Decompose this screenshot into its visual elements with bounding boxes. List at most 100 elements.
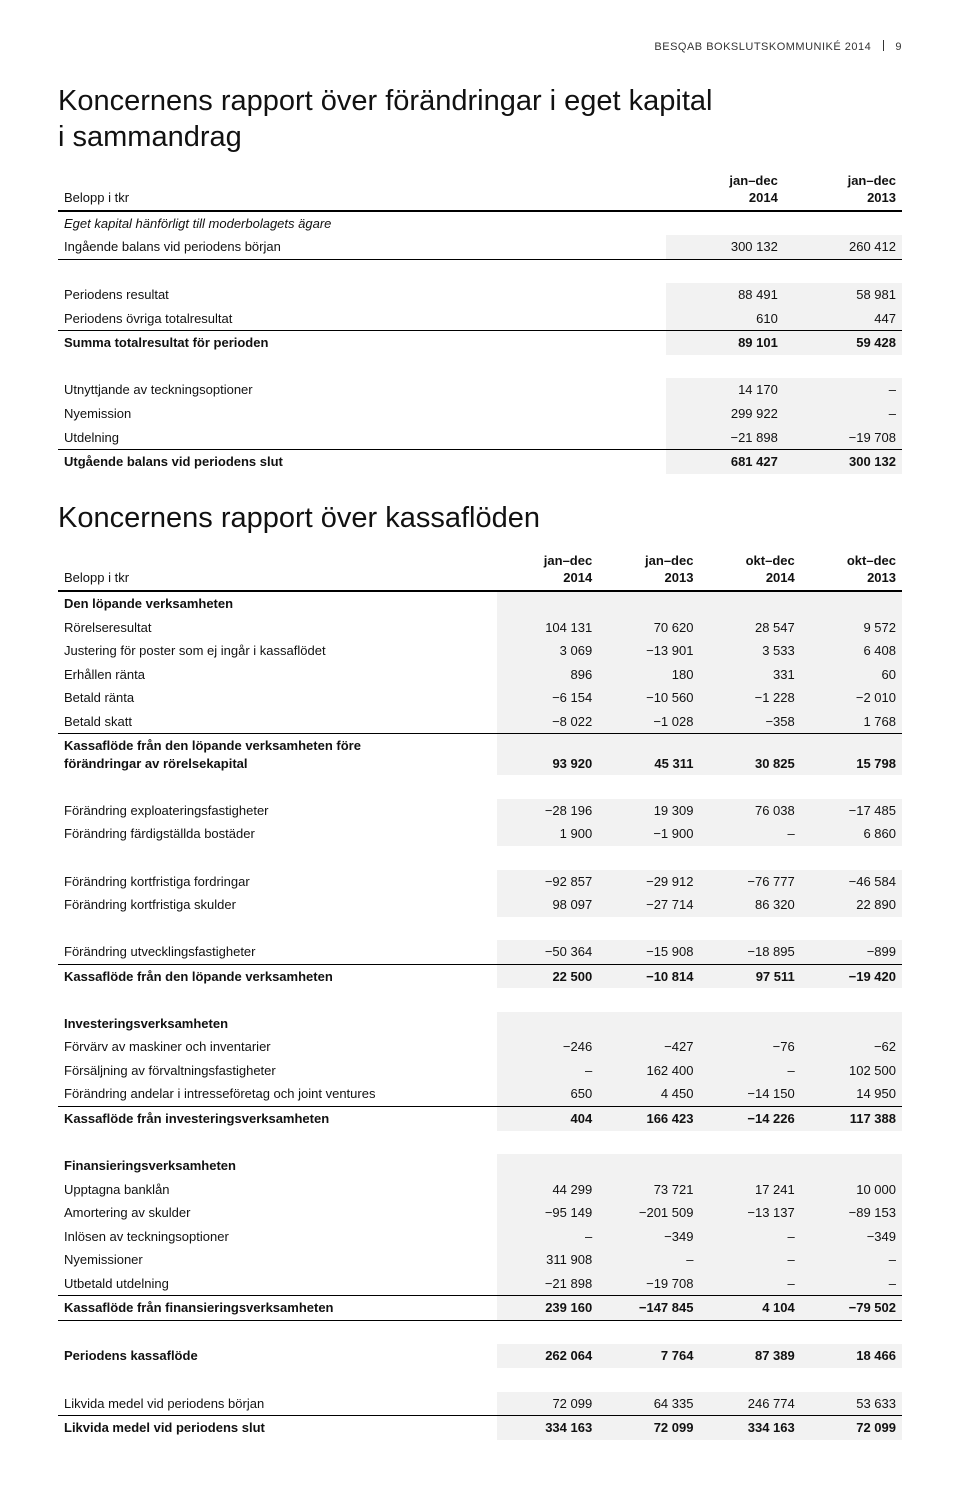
cell-value: 180	[598, 663, 699, 687]
col-header: jan–dec2013	[784, 162, 902, 211]
table-row: Inlösen av teckningsoptioner–−349–−349	[58, 1225, 902, 1249]
cell-value: −246	[497, 1035, 598, 1059]
row-label: Utgående balans vid periodens slut	[58, 450, 666, 474]
table-row: Utnyttjande av teckningsoptioner14 170–	[58, 378, 902, 402]
cell-value: 86 320	[699, 893, 800, 917]
table-row: Förändring kortfristiga fordringar−92 85…	[58, 870, 902, 894]
col-header: jan–dec2014	[497, 542, 598, 591]
cell-value: −13 901	[598, 639, 699, 663]
row-label: Eget kapital hänförligt till moderbolage…	[58, 211, 666, 236]
cell-value: 19 309	[598, 799, 699, 823]
row-label: Utdelning	[58, 426, 666, 450]
cell-value: 6 860	[801, 822, 902, 846]
cell-value: –	[699, 1248, 800, 1272]
table-row: Förändring andelar i intresseföretag och…	[58, 1082, 902, 1106]
row-label: Likvida medel vid periodens slut	[58, 1416, 497, 1440]
row-label: Förändring kortfristiga skulder	[58, 893, 497, 917]
cell-value: −14 226	[699, 1106, 800, 1130]
table-row: Kassaflöde från den löpande verksamheten…	[58, 964, 902, 988]
cell-value	[598, 591, 699, 616]
cell-value: 104 131	[497, 616, 598, 640]
cell-value: 59 428	[784, 331, 902, 355]
page: BESQAB BOKSLUTSKOMMUNIKÉ 2014 9 Koncerne…	[0, 0, 960, 1506]
cell-value: 650	[497, 1082, 598, 1106]
cell-value	[699, 591, 800, 616]
cell-value: 896	[497, 663, 598, 687]
table-row: Summa totalresultat för perioden89 10159…	[58, 331, 902, 355]
cell-value: −147 845	[598, 1296, 699, 1321]
cell-value: −1 028	[598, 710, 699, 734]
cell-value: −79 502	[801, 1296, 902, 1321]
table-row: Förändring exploateringsfastigheter−28 1…	[58, 799, 902, 823]
cell-value: 334 163	[699, 1416, 800, 1440]
row-label: Likvida medel vid periodens början	[58, 1392, 497, 1416]
equity-title-l2: i sammandrag	[58, 121, 242, 153]
cell-value: −89 153	[801, 1201, 902, 1225]
cell-value: −349	[801, 1225, 902, 1249]
row-label: Förändring färdigställda bostäder	[58, 822, 497, 846]
cell-value: −1 900	[598, 822, 699, 846]
cell-value: 72 099	[801, 1416, 902, 1440]
cell-value	[801, 1012, 902, 1036]
col-header: okt–dec2014	[699, 542, 800, 591]
cell-value: −13 137	[699, 1201, 800, 1225]
page-number: 9	[895, 41, 902, 53]
cell-value: 72 099	[497, 1392, 598, 1416]
table-row: Förvärv av maskiner och inventarier−246−…	[58, 1035, 902, 1059]
cell-value: –	[784, 402, 902, 426]
cell-value: 22 500	[497, 964, 598, 988]
cell-value: 4 450	[598, 1082, 699, 1106]
cell-value: 3 533	[699, 639, 800, 663]
cell-value: –	[801, 1248, 902, 1272]
table-row: Utgående balans vid periodens slut681 42…	[58, 450, 902, 474]
cell-value: −10 560	[598, 686, 699, 710]
cell-value: −92 857	[497, 870, 598, 894]
cell-value	[801, 1154, 902, 1178]
cell-value: 64 335	[598, 1392, 699, 1416]
table-row: Periodens övriga totalresultat610447	[58, 307, 902, 331]
row-label: Utbetald utdelning	[58, 1272, 497, 1296]
row-label: Summa totalresultat för perioden	[58, 331, 666, 355]
cashflow-title: Koncernens rapport över kassaflöden	[58, 500, 902, 536]
cell-value: 89 101	[666, 331, 784, 355]
cell-value: –	[699, 822, 800, 846]
table-row: Amortering av skulder−95 149−201 509−13 …	[58, 1201, 902, 1225]
table-row: Förändring färdigställda bostäder1 900−1…	[58, 822, 902, 846]
cell-value: 1 768	[801, 710, 902, 734]
table-row: Periodens resultat88 49158 981	[58, 283, 902, 307]
table-row: Den löpande verksamheten	[58, 591, 902, 616]
cell-value	[497, 1154, 598, 1178]
cell-value: 260 412	[784, 235, 902, 259]
col-header: jan–dec2014	[666, 162, 784, 211]
cell-value: 73 721	[598, 1178, 699, 1202]
table-row: Förändring utvecklingsfastigheter−50 364…	[58, 940, 902, 964]
cell-value	[497, 591, 598, 616]
cell-value: 93 920	[497, 734, 598, 776]
cell-value	[784, 211, 902, 236]
table-row: Investeringsverksamheten	[58, 1012, 902, 1036]
cell-value	[666, 211, 784, 236]
equity-title-l1: Koncernens rapport över förändringar i e…	[58, 85, 713, 117]
cell-value: 681 427	[666, 450, 784, 474]
cell-value: −29 912	[598, 870, 699, 894]
cell-value: 58 981	[784, 283, 902, 307]
belopp-label: Belopp i tkr	[58, 162, 666, 211]
table-row: Betald skatt−8 022−1 028−3581 768	[58, 710, 902, 734]
row-label: Upptagna banklån	[58, 1178, 497, 1202]
cell-value: 45 311	[598, 734, 699, 776]
cell-value: 162 400	[598, 1059, 699, 1083]
cell-value: 60	[801, 663, 902, 687]
row-label: Justering för poster som ej ingår i kass…	[58, 639, 497, 663]
cell-value: 53 633	[801, 1392, 902, 1416]
row-label: Betald skatt	[58, 710, 497, 734]
cell-value: 17 241	[699, 1178, 800, 1202]
cell-value: −19 708	[598, 1272, 699, 1296]
cell-value: –	[497, 1225, 598, 1249]
cell-value: 4 104	[699, 1296, 800, 1321]
cell-value: 311 908	[497, 1248, 598, 1272]
cell-value: –	[699, 1059, 800, 1083]
cell-value: −1 228	[699, 686, 800, 710]
cell-value: 14 950	[801, 1082, 902, 1106]
cell-value: 1 900	[497, 822, 598, 846]
cell-value: 331	[699, 663, 800, 687]
